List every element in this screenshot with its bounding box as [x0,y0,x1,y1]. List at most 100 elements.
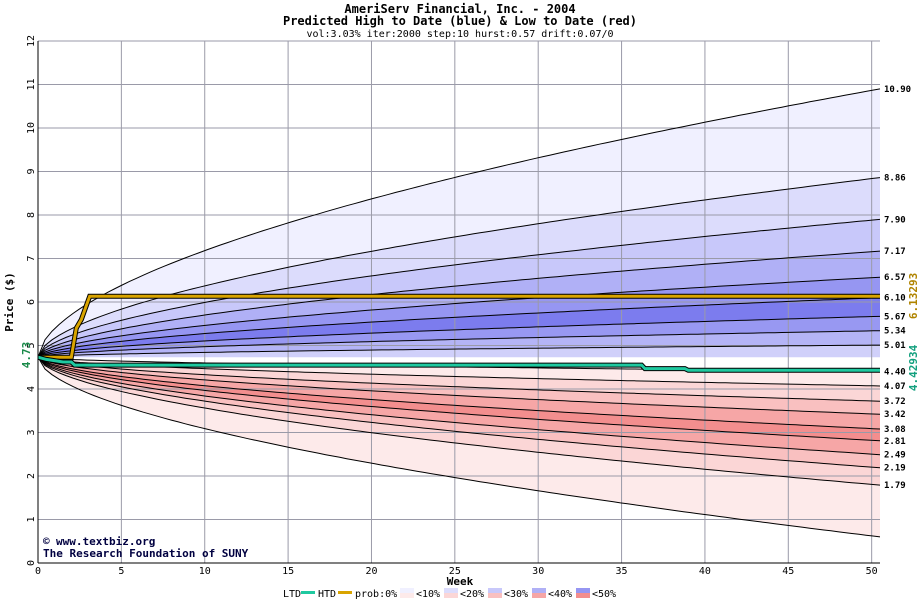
legend-item-label-4: <50% [592,589,616,600]
high-band-6.10 [38,297,880,358]
ltd-value-label: 4.42934 [907,344,920,391]
legend-swatch-low-1 [444,593,458,598]
start-price-label: 4.73 [20,342,33,369]
low-band-3.72 [38,357,880,415]
high-band-5.01 [38,345,880,358]
boundary-5.34 [37,330,881,358]
legend-items: <10% <20% <30% <40% <50% [400,588,616,600]
boundary-high-outer [37,88,881,358]
low-band-3.08 [38,357,880,441]
x-tick-35: 35 [616,566,628,577]
legend-ltd-label: LTD [283,589,301,600]
boundary-2.19 [37,356,881,469]
y-tick-6: 6 [26,299,37,305]
legend-swatch-high-4 [576,588,590,593]
y-tick-1: 1 [26,516,37,522]
chart-subtitle: Predicted High to Date (blue) & Low to D… [283,14,637,28]
boundary-6.10 [37,297,881,358]
y-axis-label: Price ($) [3,272,16,332]
boundary-3.08 [37,356,881,430]
x-tick-10: 10 [199,566,211,577]
copyright-symbol: © [43,535,50,548]
y-tick-2: 2 [26,473,37,479]
x-tick-0: 0 [35,566,41,577]
legend-swatch-high-2 [488,588,502,593]
end-label-1.79: 1.79 [884,481,906,491]
end-label-3.08: 3.08 [884,425,906,435]
y-tick-8: 8 [26,212,37,218]
high-band-7.90 [38,219,880,358]
end-label-3.72: 3.72 [884,397,906,407]
y-tick-5: 5 [26,342,37,348]
band-end-labels: 10.90 8.86 7.90 7.17 6.57 6.10 5.67 5.34 5.01 4.4… [884,85,911,491]
x-tick-45: 45 [782,566,794,577]
credit-site[interactable]: www.textbiz.org [56,535,155,548]
legend-ltd-swatch [301,591,315,594]
y-tick-9: 9 [26,168,37,174]
legend: LTD HTD prob:0% <10% <20% <30% <40% <50% [283,588,616,600]
end-label-5.34: 5.34 [884,327,906,337]
legend-swatch-high-1 [444,588,458,593]
y-tick-12: 12 [26,35,37,47]
end-label-3.42: 3.42 [884,410,906,420]
boundary-5.67 [37,315,881,358]
low-band-4.07 [38,357,880,402]
low-band-2.19 [38,357,880,486]
y-tick-3: 3 [26,429,37,435]
low-band-3.42 [38,357,880,429]
legend-swatch-low-4 [576,593,590,598]
low-band-1.79 [38,357,880,537]
y-tick-7: 7 [26,255,37,261]
boundary-3.42 [37,356,881,415]
x-axis-label: Week [447,575,474,588]
x-tick-5: 5 [118,566,124,577]
boundary-8.86 [37,177,881,358]
end-label-2.19: 2.19 [884,464,906,474]
end-label-10.90: 10.90 [884,85,911,95]
legend-item-label-1: <20% [460,589,484,600]
x-tick-40: 40 [699,566,711,577]
y-tick-4: 4 [26,386,37,392]
low-band-2.81 [38,357,880,455]
x-tick-15: 15 [282,566,294,577]
end-label-7.90: 7.90 [884,215,906,225]
legend-item-label-0: <10% [416,589,440,600]
end-label-4.07: 4.07 [884,382,906,392]
legend-swatch-low-2 [488,593,502,598]
x-tick-50: 50 [866,566,878,577]
credit-block: © www.textbiz.org The Research Foundatio… [43,535,249,560]
end-label-2.81: 2.81 [884,437,906,447]
end-label-2.49: 2.49 [884,451,906,461]
x-tick-25: 25 [449,566,461,577]
end-label-6.57: 6.57 [884,273,906,283]
legend-htd-label: HTD [318,589,336,600]
high-band-10.90 [38,88,880,358]
credit-org: The Research Foundation of SUNY [43,547,249,560]
high-band-5.67 [38,316,880,358]
boundary-5.01 [37,344,880,358]
end-label-8.86: 8.86 [884,174,906,184]
boundary-6.57 [37,276,881,358]
chart-title: AmeriServ Financial, Inc. - 2004 [344,2,575,16]
y-tick-0: 0 [26,560,37,566]
legend-item-label-2: <30% [504,589,528,600]
boundary-2.81 [37,356,881,442]
boundary-7.90 [37,218,881,358]
legend-swatch-high-0 [400,588,414,593]
boundary-7.17 [37,250,881,358]
boundary-low-outer [37,356,881,538]
end-label-6.10: 6.10 [884,294,906,304]
legend-htd-swatch [338,591,352,594]
end-label-5.67: 5.67 [884,312,906,322]
x-tick-30: 30 [532,566,544,577]
high-band-8.86 [38,177,880,358]
y-tick-11: 11 [26,78,37,90]
legend-item-label-3: <40% [548,589,572,600]
high-band-5.34 [38,330,880,358]
band-boundaries [37,88,881,538]
actual-lines [37,293,880,373]
high-band-7.17 [38,251,880,358]
end-label-7.17: 7.17 [884,247,906,257]
